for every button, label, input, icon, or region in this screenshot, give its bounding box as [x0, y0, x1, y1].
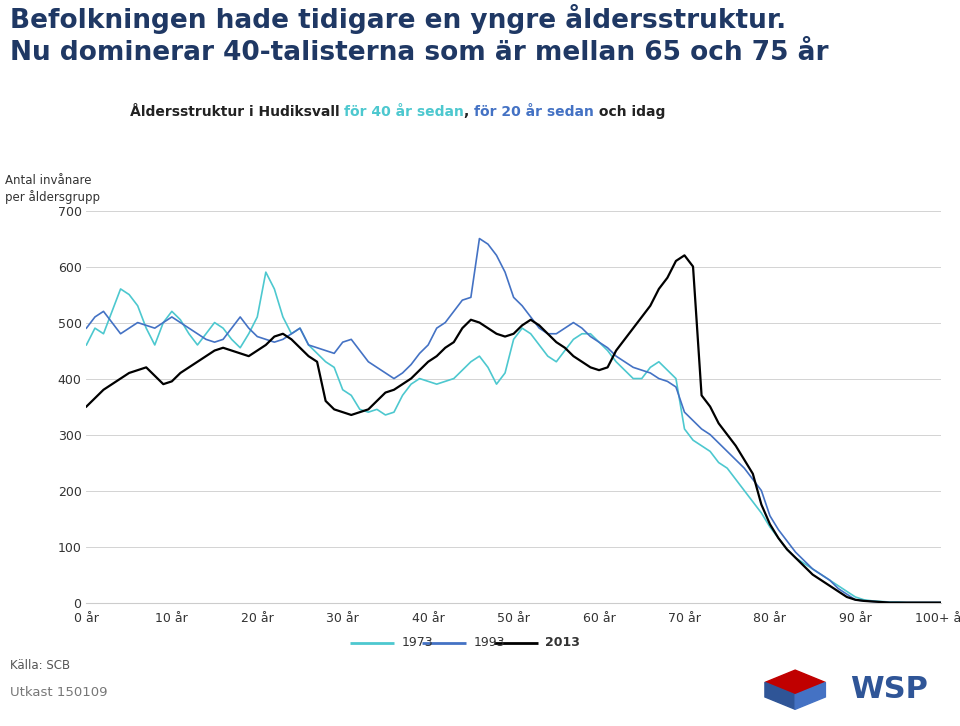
Text: och idag: och idag: [594, 105, 665, 119]
Text: Befolkningen hade tidigare en yngre åldersstruktur.: Befolkningen hade tidigare en yngre ålde…: [10, 4, 786, 33]
Text: 1973: 1973: [401, 636, 433, 649]
Text: 2013: 2013: [545, 636, 580, 649]
Polygon shape: [765, 670, 826, 695]
Text: WSP: WSP: [850, 675, 927, 704]
Text: per åldersgrupp: per åldersgrupp: [5, 190, 100, 204]
Text: ,: ,: [464, 105, 474, 119]
Text: Utkast 150109: Utkast 150109: [10, 686, 108, 699]
Text: Källa: SCB: Källa: SCB: [10, 659, 70, 672]
Text: Nu dominerar 40-talisterna som är mellan 65 och 75 år: Nu dominerar 40-talisterna som är mellan…: [10, 40, 828, 66]
Text: för 20 år sedan: för 20 år sedan: [474, 105, 594, 119]
Polygon shape: [765, 682, 795, 709]
Polygon shape: [795, 682, 826, 709]
Text: Åldersstruktur i Hudiksvall: Åldersstruktur i Hudiksvall: [130, 105, 344, 119]
Text: 1993: 1993: [473, 636, 505, 649]
Text: för 40 år sedan: för 40 år sedan: [344, 105, 464, 119]
Text: Antal invånare: Antal invånare: [5, 174, 91, 187]
